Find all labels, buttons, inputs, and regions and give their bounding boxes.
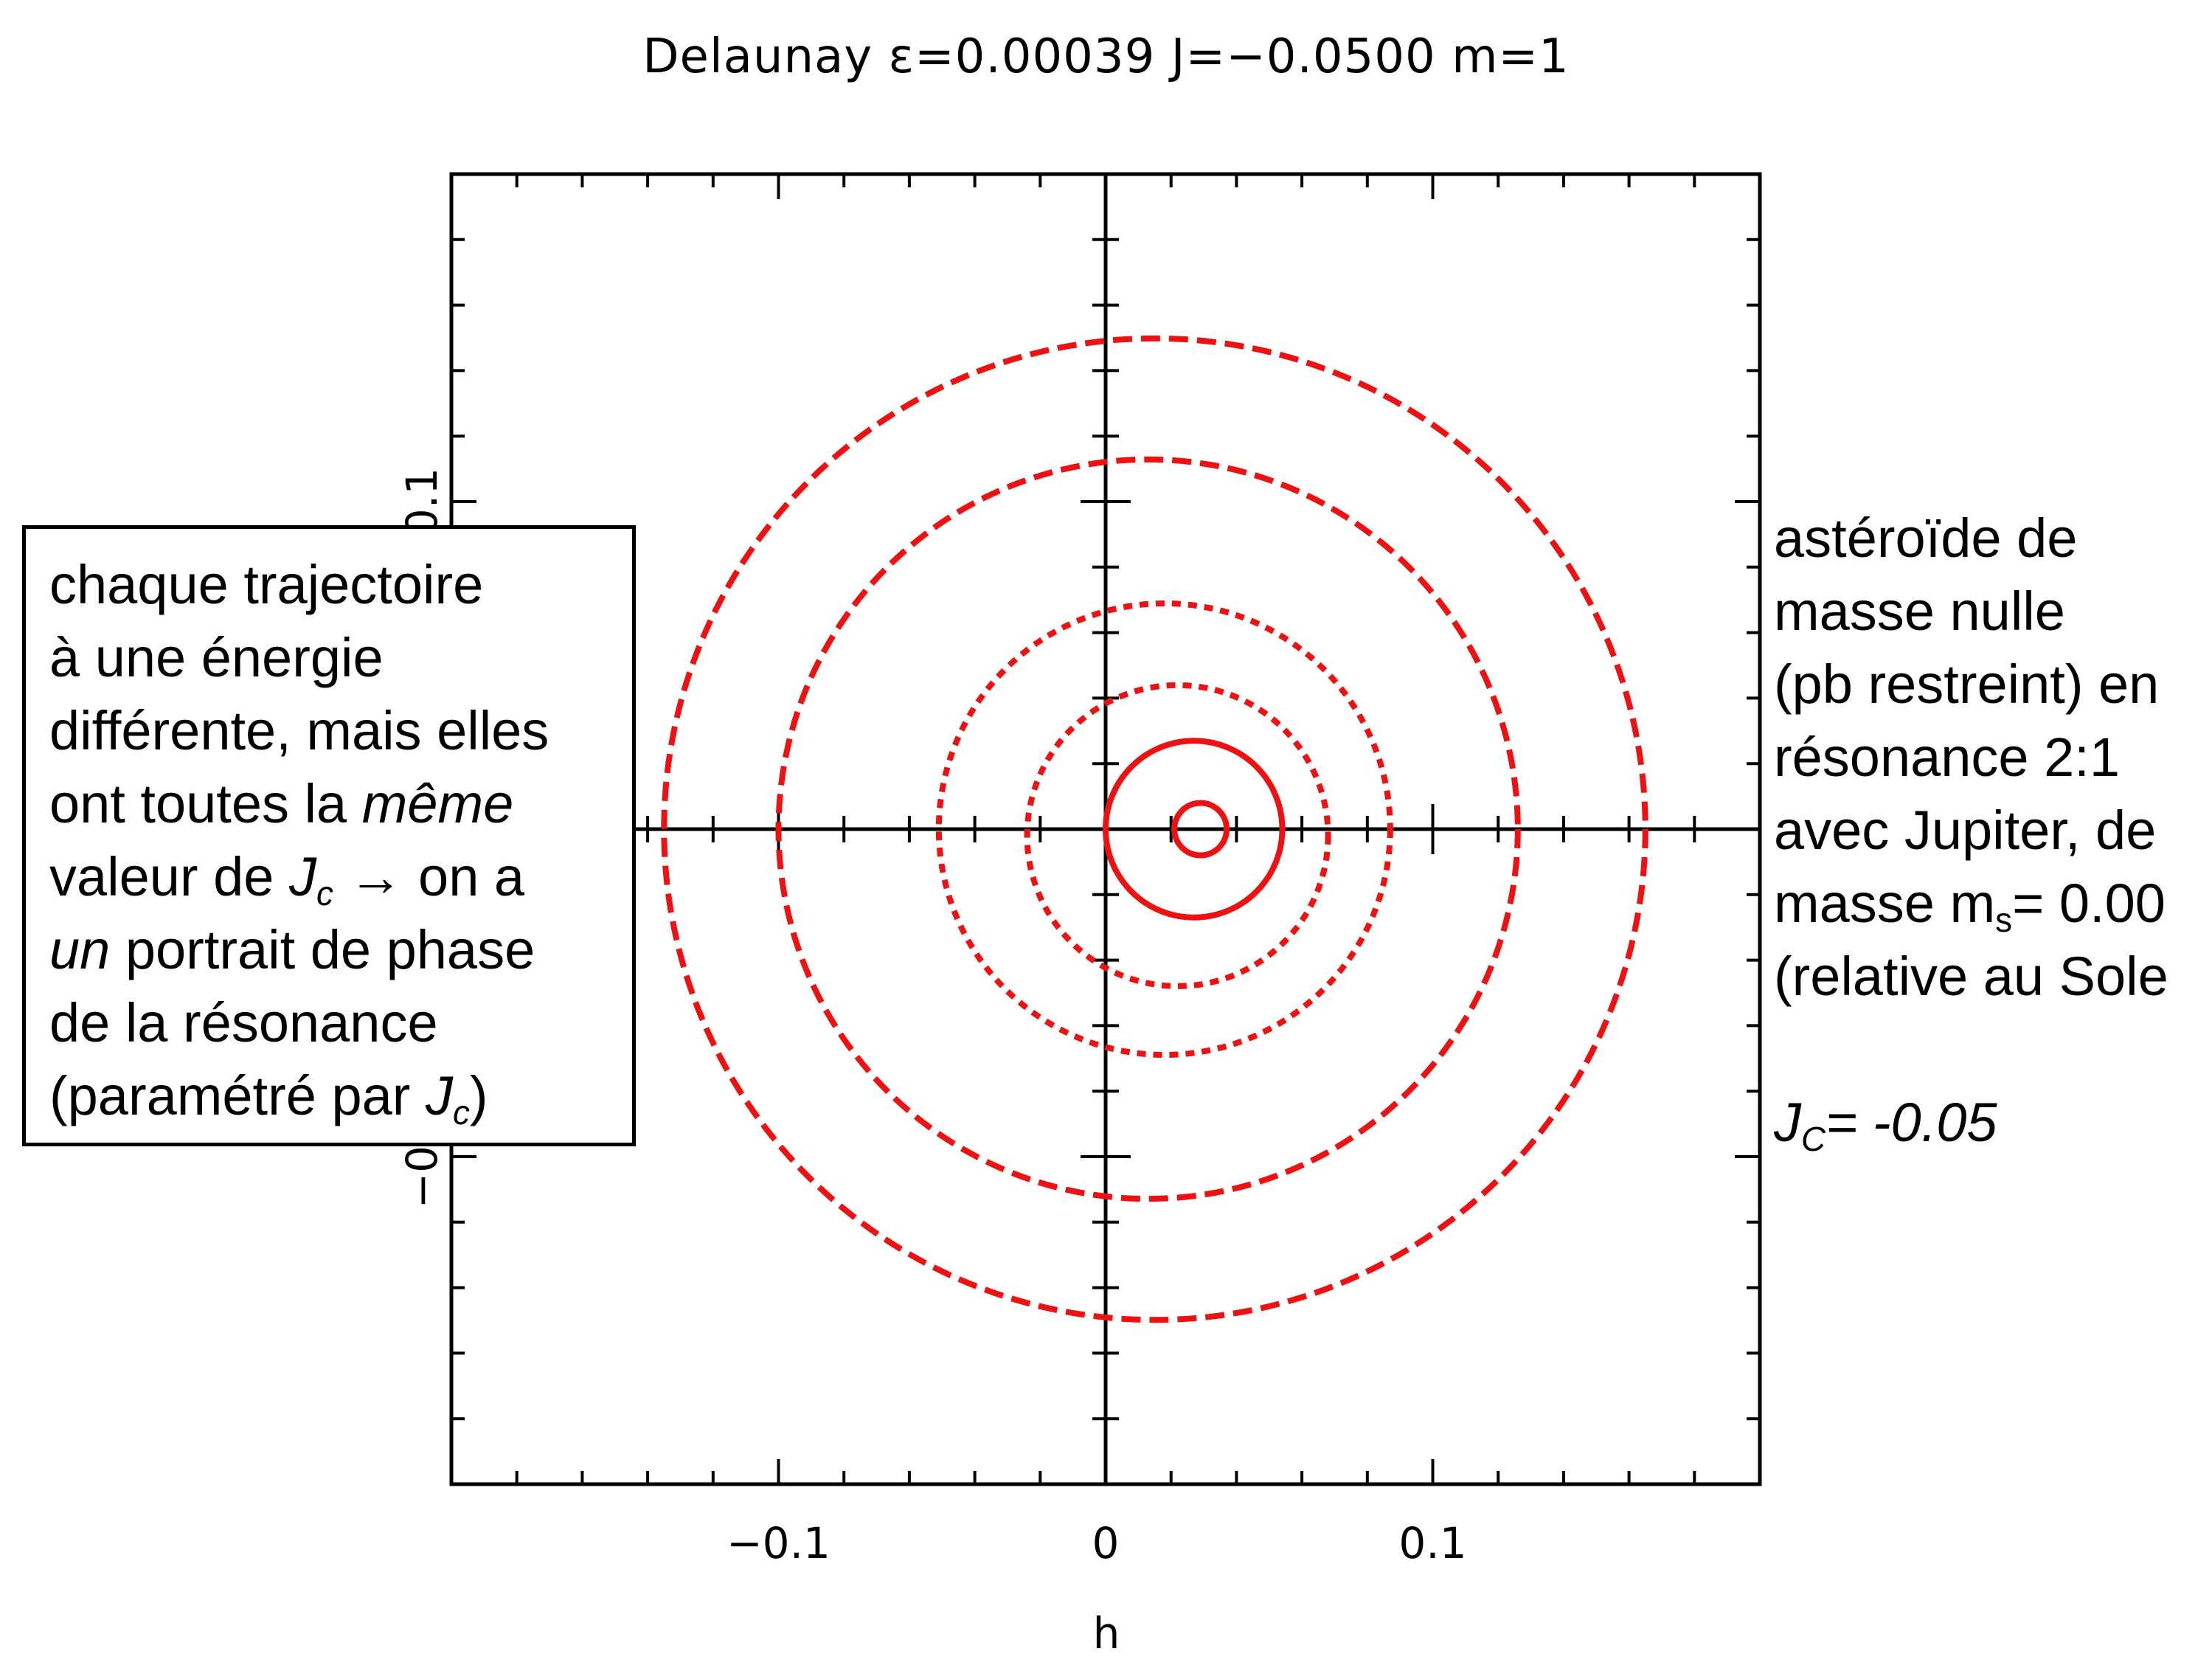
trajectory-curve — [1171, 800, 1230, 859]
x-axis-label: h — [1092, 1608, 1120, 1658]
side-note: astéroïde de masse nulle (pb restreint) … — [1774, 502, 2212, 1159]
side-note-line: masse ms= 0.00 — [1774, 873, 2166, 939]
y-tick-label: 0.1 — [397, 468, 447, 536]
annotation-line: valeur de Jc → on a — [49, 846, 525, 912]
side-note-line: avec Jupiter, de — [1774, 800, 2157, 861]
jc-value-note: JC= -0.05 — [1774, 1092, 1997, 1158]
trajectory-curve — [935, 600, 1393, 1059]
trajectory-curve — [775, 456, 1521, 1202]
chart-title: Delaunay ε=0.00039 J=−0.0500 m=1 — [642, 30, 1570, 84]
side-note-line: masse nulle — [1774, 581, 2065, 642]
x-tick-label: 0 — [1092, 1518, 1120, 1568]
trajectory-layer — [661, 335, 1648, 1323]
annotation-line: ont toutes la même — [49, 773, 514, 834]
annotation-line: chaque trajectoire — [49, 554, 484, 615]
side-note-line: (relative au Sole — [1774, 946, 2168, 1007]
annotation-line: (paramétré par Jc) — [49, 1065, 488, 1132]
annotation-box: chaque trajectoire à une énergie différe… — [22, 525, 636, 1146]
annotation-line: un portrait de phase — [49, 919, 535, 980]
x-tick-label: −0.1 — [727, 1518, 831, 1568]
x-tick-label: 0.1 — [1398, 1518, 1466, 1568]
side-note-line: (pb restreint) en — [1774, 654, 2160, 715]
side-note-line: résonance 2:1 — [1774, 727, 2121, 788]
side-note-line: astéroïde de — [1774, 508, 2078, 569]
annotation-line: à une énergie — [49, 627, 384, 688]
annotation-line: différente, mais elles — [49, 700, 549, 761]
trajectory-curve — [661, 335, 1648, 1323]
trajectory-curve — [1024, 682, 1331, 989]
trajectory-curve — [1103, 738, 1286, 921]
annotation-line: de la résonance — [49, 992, 438, 1053]
